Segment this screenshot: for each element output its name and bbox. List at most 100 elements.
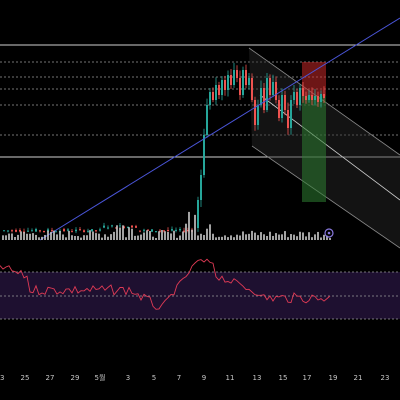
volume-bar [26,233,28,240]
volume-bar [77,236,79,240]
volume-bar [32,233,34,240]
volume-bar [140,234,142,240]
volume-bar [236,234,238,240]
volume-bar [29,233,31,240]
candle-body [79,229,81,231]
candle-body [15,230,17,232]
volume-bar [17,234,19,240]
volume-bar [263,234,265,240]
volume-bar [278,234,280,240]
gear-ring [324,228,334,238]
volume-bar [143,232,145,240]
volume-bar [5,235,7,240]
candle-body [272,82,274,95]
candle-body [31,230,33,232]
volume-bar [302,232,304,240]
volume-bar [281,234,283,240]
volume-bar [155,237,157,240]
volume-bar [125,237,127,240]
volume-bar [2,235,4,240]
candle-body [320,94,322,102]
x-tick-label: 5 [152,374,156,382]
candle-body [323,94,325,98]
candle-body [251,78,253,100]
volume-bar [215,237,217,240]
x-tick-label: 19 [329,374,338,382]
candle-body [209,92,211,105]
candle-body [23,231,25,233]
candle-body [91,229,93,232]
candle-body [242,70,244,95]
volume-bar [287,237,289,240]
volume-bar [293,234,295,240]
candle-body [245,70,247,85]
volume-bar [167,231,169,240]
volume-bar [164,231,166,240]
candle-body [299,88,301,105]
volume-bar [161,230,163,240]
volume-bar [182,231,184,240]
volume-bar [260,232,262,240]
candle-body [43,230,45,232]
x-tick-label: 21 [354,374,363,382]
candle-body [11,230,13,232]
volume-bar [320,237,322,240]
candle-body [99,229,101,231]
volume-bar [62,234,64,240]
volume-bar [95,233,97,240]
volume-bar [197,235,199,240]
volume-bar [185,223,187,240]
volume-bar [272,235,274,240]
x-tick-label: 25 [21,374,30,382]
volume-bar [194,214,196,240]
position-box [302,62,326,202]
volume-bar [179,235,181,240]
volume-bar [74,236,76,240]
volume-bar [317,231,319,240]
candle-body [239,78,241,95]
x-tick-label: 17 [303,374,312,382]
x-tick-label: 27 [46,374,55,382]
x-tick-label: 23 [0,374,4,382]
candle-body [171,229,173,231]
gear-circle-icon[interactable] [324,228,334,238]
candle-body [151,229,153,232]
candle-body [296,92,298,105]
candle-body [139,230,141,232]
volume-bar [257,235,259,240]
x-tick-label: 7 [177,374,181,382]
candle-body [305,96,307,100]
volume-bar [188,211,190,240]
volume-bar [8,233,10,240]
volume-bar [116,225,118,240]
candle-body [119,225,121,227]
candlestick-series [3,62,325,234]
volume-bar [254,232,256,240]
x-tick-label: 29 [71,374,80,382]
candle-body [71,231,73,233]
volume-bar [83,235,85,240]
x-tick-label: 9 [202,374,206,382]
volume-bar [224,235,226,240]
candle-body [7,230,9,232]
x-tick-label: 5월 [95,373,106,382]
volume-bar [269,231,271,240]
candle-body [107,227,109,229]
candle-body [19,229,21,232]
volume-series [2,211,331,240]
candle-body [75,229,77,232]
volume-bar [248,233,250,240]
candle-body [275,82,277,100]
volume-bar [50,231,52,240]
volume-bar [128,227,130,240]
candle-body [203,135,205,175]
candle-body [227,75,229,90]
volume-bar [113,231,115,240]
candle-body [3,230,5,232]
candle-body [248,78,250,85]
x-axis: 23 25 27 29 5월 3 5 7 9 11 13 15 17 19 21 23 [0,373,389,382]
volume-bar [296,236,298,240]
candle-body [293,92,295,100]
